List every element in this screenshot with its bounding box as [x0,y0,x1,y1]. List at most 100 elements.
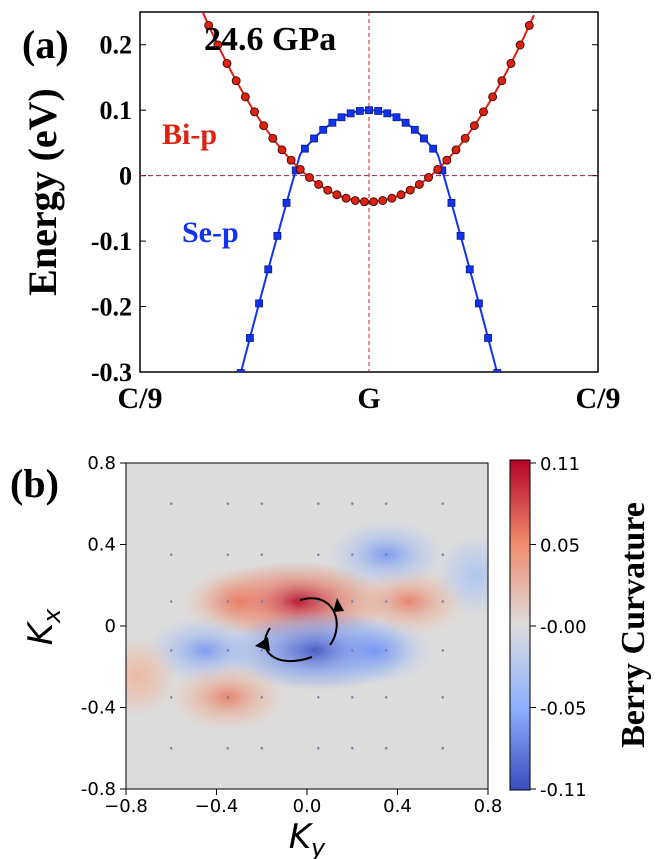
k-point [384,696,388,699]
bi-p-marker [259,121,269,131]
bi-p-marker [387,193,397,203]
bi-p-marker [469,121,479,131]
heatmap-features [126,519,488,733]
bi-p-marker [213,40,223,50]
panel-a: (a) Energy (eV) -0.3 -0.2 -0.1 0 0.1 0.2 C/9 G… [20,1,621,448]
colorbar-tick-label: 0.05 [540,536,580,557]
k-point [384,649,388,652]
k-point [441,600,444,603]
k-point [317,553,320,556]
panel-b-x-ticks: −0.8 −0.4 0.0 0.4 0.8 [104,789,502,817]
x-tick-label: C/9 [118,382,163,415]
k-point [260,553,263,556]
bi-p-marker [196,1,204,9]
bi-p-marker [479,107,488,117]
se-p-marker [273,231,282,240]
negative-curvature-region [436,535,488,616]
y-tick-label: -0.2 [91,293,132,322]
k-point [441,502,444,505]
bi-p-marker [414,179,424,189]
panel-a-label: (a) [22,22,69,67]
k-point [226,747,230,750]
x-tick-label: 0.0 [293,796,322,817]
bi-p-marker [350,196,360,205]
se-p-marker [264,265,273,274]
x-tick-label: C/9 [576,382,621,415]
k-point [226,553,230,556]
bi-p-marker [222,58,232,68]
bi-p-marker [332,190,342,200]
se-p-label: Se-p [182,216,239,249]
k-point [226,696,230,699]
se-p-marker [365,106,373,115]
k-point [384,553,388,556]
k-point [351,600,354,603]
colorbar-tick-label: -0.11 [540,780,587,801]
bi-p-marker [204,20,214,30]
colorbar-tick-label: -0.00 [540,617,587,638]
k-point [351,502,354,505]
k-point [170,553,173,556]
k-point [170,696,173,699]
berry-curvature-map [126,463,488,789]
bi-p-marker [240,92,250,102]
bi-p-marker [314,179,324,189]
colorbar-ticks: 0.11 0.05 -0.00 -0.05 -0.11 [530,454,587,801]
se-p-marker [493,369,502,372]
se-p-marker [475,299,483,308]
bi-p-marker [451,145,461,155]
x-tick-label: 0.4 [383,796,412,817]
se-p-marker [392,113,401,122]
bi-p-marker [268,133,278,143]
panel-b-label: (b) [10,461,59,506]
circulation-arrows [255,597,344,663]
y-tick-label: 0.1 [100,96,133,125]
se-p-marker [429,144,438,153]
y-tick-label: 0.8 [87,453,116,474]
se-p-marker [410,125,419,134]
k-point [226,502,230,505]
colorbar [509,459,531,791]
se-p-marker [456,231,465,240]
k-point [260,649,263,652]
k-point [441,696,444,699]
bi-p-marker [515,40,525,50]
se-p-marker [447,198,456,207]
y-tick-label: 0.4 [87,535,116,556]
se-p-marker [355,107,364,115]
bi-p-marker [250,107,259,117]
bi-p-marker [305,173,314,182]
arrow-lower-arc [264,627,313,663]
se-p-marker [219,441,226,448]
bi-p-marker [341,193,351,203]
bi-p-marker [295,164,305,174]
k-point [351,553,354,556]
y-tick-label: 0 [105,616,116,637]
y-tick-label: 0 [119,162,132,191]
se-p-marker [282,198,291,207]
se-p-marker [374,107,383,115]
y-tick-label: 0.2 [100,31,133,60]
bi-p-marker [433,164,443,174]
pressure-label: 24.6 GPa [204,21,336,58]
bi-p-marker [323,185,333,195]
bi-p-markers [196,1,534,207]
se-p-marker [503,405,510,412]
bi-p-marker [524,20,534,30]
y-tick-label: -0.8 [81,779,116,800]
bi-p-marker [286,155,296,165]
y-tick-label: -0.4 [81,698,116,719]
bi-p-marker [277,145,287,155]
k-point [317,747,320,750]
k-point [226,600,230,603]
k-point [317,600,320,603]
se-p-marker [236,369,245,372]
panel-a-ylabel: Energy (eV) [20,88,65,296]
bi-p-marker [396,190,406,200]
x-tick-label: −0.4 [195,796,239,817]
bi-p-marker [369,197,379,207]
bi-p-marker [497,76,507,86]
se-p-marker [401,118,410,127]
k-point [317,649,320,652]
